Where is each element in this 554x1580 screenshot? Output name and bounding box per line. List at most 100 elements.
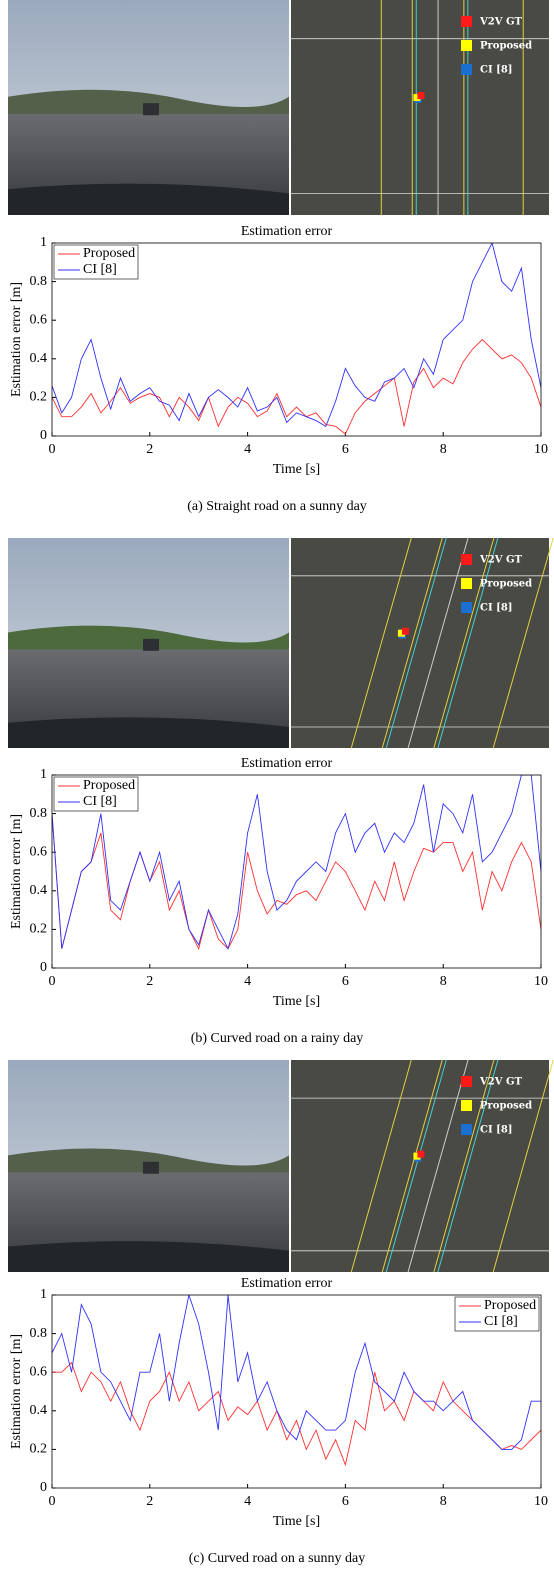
x-tick-label: 0 bbox=[49, 442, 56, 457]
y-tick-label: 0.4 bbox=[30, 883, 48, 898]
marker bbox=[397, 629, 405, 637]
x-tick-label: 2 bbox=[146, 442, 153, 457]
lane-line bbox=[407, 537, 469, 749]
x-tick-label: 10 bbox=[534, 974, 548, 989]
y-tick-label: 0 bbox=[40, 960, 47, 975]
lane-line bbox=[350, 1059, 412, 1273]
x-tick-label: 8 bbox=[440, 1494, 447, 1509]
x-tick-label: 4 bbox=[244, 974, 251, 989]
y-tick-label: 0 bbox=[40, 1480, 47, 1495]
lane-line bbox=[437, 537, 499, 749]
dashboard bbox=[8, 183, 289, 215]
series-line bbox=[52, 1361, 541, 1467]
map-legend-label: CI [8] bbox=[480, 1125, 513, 1136]
y-tick-label: 1 bbox=[40, 767, 47, 782]
chart-title: Estimation error bbox=[241, 224, 333, 239]
marker bbox=[413, 1152, 421, 1160]
x-tick-label: 6 bbox=[342, 974, 349, 989]
y-tick-label: 0.8 bbox=[30, 274, 48, 289]
legend-label: CI [8] bbox=[83, 794, 117, 809]
map bbox=[291, 538, 549, 748]
map-legend-swatch bbox=[461, 16, 472, 27]
x-axis-label: Time [s] bbox=[273, 1514, 320, 1529]
map-legend-swatch bbox=[461, 554, 472, 565]
plot-frame bbox=[51, 774, 542, 969]
y-tick-label: 0.2 bbox=[30, 390, 48, 405]
lane-line bbox=[350, 537, 412, 749]
x-tick-label: 10 bbox=[534, 442, 548, 457]
lane-line bbox=[385, 537, 447, 749]
legend-label: CI [8] bbox=[484, 1314, 518, 1329]
y-tick-label: 0.2 bbox=[30, 922, 48, 937]
map-legend-swatch bbox=[461, 1124, 472, 1135]
x-tick-label: 6 bbox=[342, 1494, 349, 1509]
y-axis-label: Estimation error [m] bbox=[9, 282, 24, 397]
x-tick-label: 8 bbox=[440, 974, 447, 989]
lane-line bbox=[437, 1059, 499, 1273]
lane-line bbox=[433, 1059, 495, 1273]
y-axis-label: Estimation error [m] bbox=[9, 1334, 24, 1449]
lane-line bbox=[385, 1059, 447, 1273]
y-tick-label: 0.2 bbox=[30, 1442, 48, 1457]
map-legend-swatch bbox=[461, 40, 472, 51]
legend-label: CI [8] bbox=[83, 262, 117, 277]
marker bbox=[417, 92, 425, 100]
legend-label: Proposed bbox=[83, 246, 135, 261]
car bbox=[143, 103, 159, 116]
dashboard bbox=[8, 1241, 289, 1272]
x-tick-label: 0 bbox=[49, 974, 56, 989]
map-legend-swatch bbox=[461, 1076, 472, 1087]
series-line bbox=[52, 1295, 541, 1450]
map bbox=[291, 1060, 549, 1272]
marker bbox=[401, 627, 409, 635]
dashboard bbox=[8, 717, 289, 748]
x-tick-label: 8 bbox=[440, 442, 447, 457]
series-line bbox=[52, 243, 541, 428]
lane-line bbox=[381, 537, 443, 749]
caption: (b) Curved road on a rainy day bbox=[191, 1031, 364, 1046]
panel-images: V2V GT Proposed CI [8] bbox=[8, 1059, 554, 1273]
y-tick-label: 1 bbox=[40, 1287, 47, 1302]
lane-line bbox=[433, 537, 495, 749]
map-legend-label: Proposed bbox=[480, 41, 532, 52]
x-tick-label: 10 bbox=[534, 1494, 548, 1509]
marker bbox=[413, 94, 421, 102]
x-axis-label: Time [s] bbox=[273, 462, 320, 477]
legend-box bbox=[53, 244, 139, 280]
y-tick-label: 0.4 bbox=[30, 1403, 48, 1418]
map-legend-label: Proposed bbox=[480, 579, 532, 590]
panel-images: V2V GT Proposed CI [8] bbox=[8, 537, 554, 749]
x-tick-label: 2 bbox=[146, 1494, 153, 1509]
y-axis-label: Estimation error [m] bbox=[9, 814, 24, 929]
panel-images: V2V GT Proposed CI [8] bbox=[8, 0, 549, 215]
legend-label: Proposed bbox=[484, 1298, 536, 1313]
map-legend-label: CI [8] bbox=[480, 603, 513, 614]
y-tick-label: 0.4 bbox=[30, 351, 48, 366]
y-tick-label: 0.6 bbox=[30, 1364, 48, 1379]
legend-label: Proposed bbox=[83, 778, 135, 793]
y-tick-label: 0.6 bbox=[30, 844, 48, 859]
map-legend-swatch bbox=[461, 1100, 472, 1111]
map-legend-swatch bbox=[461, 602, 472, 613]
map-legend-label: CI [8] bbox=[480, 65, 513, 76]
x-tick-label: 4 bbox=[244, 1494, 251, 1509]
map-legend-label: Proposed bbox=[480, 1101, 532, 1112]
y-tick-label: 0.8 bbox=[30, 1326, 48, 1341]
map-legend-label: V2V GT bbox=[479, 1077, 522, 1088]
map-legend-swatch bbox=[461, 64, 472, 75]
plot-frame bbox=[51, 1294, 542, 1489]
map-legend-label: V2V GT bbox=[479, 555, 522, 566]
car bbox=[143, 1161, 159, 1174]
chart-title: Estimation error bbox=[241, 756, 333, 771]
map-legend-label: V2V GT bbox=[479, 17, 522, 28]
series-line bbox=[52, 775, 541, 950]
lane-line bbox=[407, 1059, 469, 1273]
caption: (a) Straight road on a sunny day bbox=[187, 499, 367, 514]
lane-line bbox=[492, 1059, 554, 1273]
map-legend-swatch bbox=[461, 578, 472, 589]
y-tick-label: 0.8 bbox=[30, 806, 48, 821]
car bbox=[143, 638, 159, 651]
caption: (c) Curved road on a sunny day bbox=[189, 1551, 366, 1566]
marker bbox=[417, 1150, 425, 1158]
map bbox=[291, 0, 549, 215]
